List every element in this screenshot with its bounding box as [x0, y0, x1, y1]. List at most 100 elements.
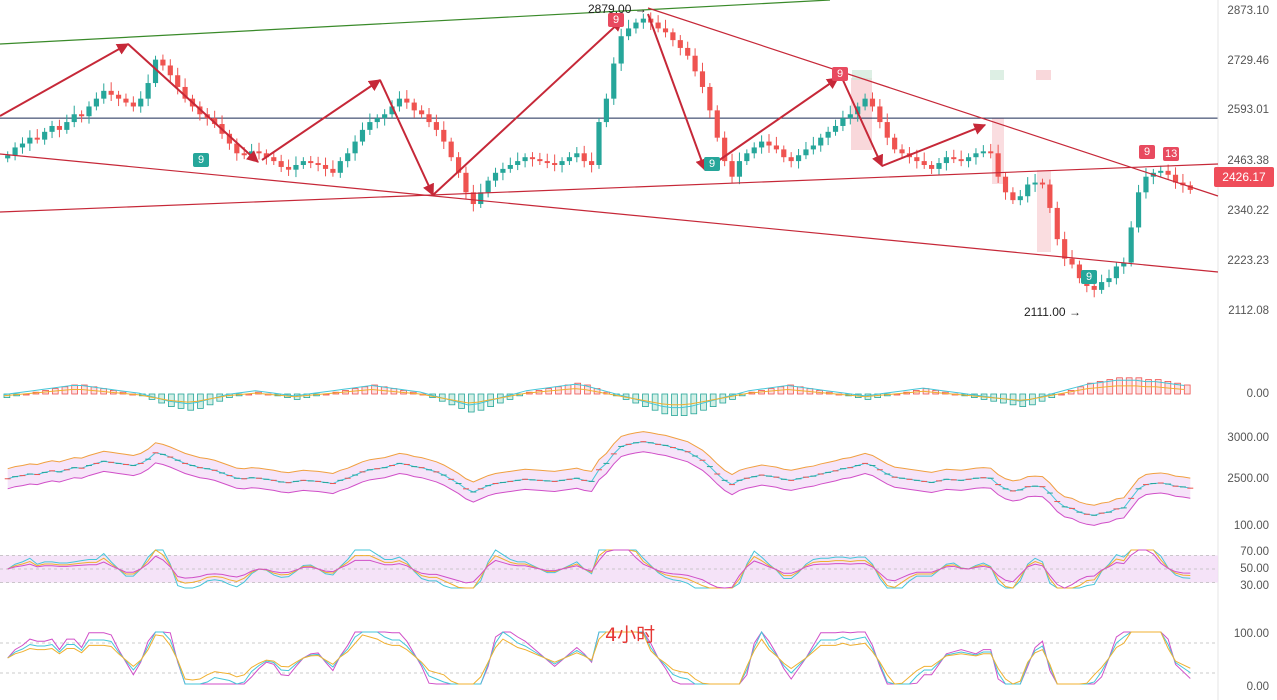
candle-body	[936, 163, 942, 169]
candle-body	[1062, 239, 1068, 259]
candle-body	[152, 59, 159, 84]
kdj-line	[7, 631, 1191, 685]
candle-body	[485, 180, 491, 193]
wave-arrows	[0, 13, 987, 197]
trendline-red	[647, 7, 1219, 197]
candle-body	[825, 131, 831, 138]
candle-body	[234, 143, 240, 154]
price-tick: 2729.46	[1227, 55, 1269, 67]
candle-body	[618, 36, 624, 64]
rsi-line	[7, 549, 1191, 589]
candle-body	[1135, 192, 1142, 228]
rsi-tick: 70.00	[1240, 546, 1269, 558]
candle-body	[374, 118, 380, 123]
td-marker: 9	[193, 153, 209, 167]
candle-body	[722, 137, 728, 162]
candle-body	[256, 151, 262, 154]
candle-body	[19, 143, 26, 148]
candle-body	[1069, 258, 1075, 265]
candle-body	[1017, 196, 1023, 201]
candle-body	[810, 145, 816, 150]
candle-body	[552, 163, 558, 165]
kdj-panel	[0, 630, 1218, 685]
candle-body	[714, 110, 720, 138]
candle-body	[914, 157, 920, 162]
candle-body	[692, 55, 698, 72]
candle-body	[130, 102, 136, 107]
trendline-red	[0, 163, 1219, 213]
candle-body	[500, 168, 506, 173]
wave-arrow	[432, 19, 623, 196]
candle-body	[840, 118, 846, 126]
boll-tick: 2500.00	[1227, 473, 1269, 485]
candle-body	[1054, 207, 1060, 240]
candle-body	[544, 161, 550, 164]
price-tick: 2223.23	[1227, 255, 1269, 267]
candle-body	[1172, 174, 1179, 183]
price-tick: 2340.22	[1227, 205, 1269, 217]
candle-body	[419, 110, 425, 115]
candle-body	[589, 161, 595, 165]
wave-arrow	[704, 77, 839, 171]
candle-body	[322, 165, 329, 169]
candle-body	[625, 28, 632, 37]
candle-body	[773, 145, 779, 150]
candle-body	[1091, 285, 1097, 290]
price-tick: 2112.08	[1228, 305, 1269, 317]
candle-body	[359, 129, 366, 142]
candle-body	[640, 18, 646, 23]
candle-body	[175, 75, 181, 87]
wave-arrow	[841, 77, 883, 168]
candle-body	[862, 98, 868, 107]
candle-body	[64, 122, 70, 130]
td-shade	[1036, 70, 1051, 80]
candle-body	[603, 98, 609, 123]
candle-body	[581, 153, 587, 162]
candle-body	[1165, 170, 1171, 175]
candle-body	[93, 98, 99, 107]
current-price-tag: 2426.17	[1214, 167, 1274, 187]
candle-body	[677, 40, 683, 48]
candle-body	[788, 157, 794, 162]
candle-body	[662, 28, 669, 33]
candle-body	[182, 86, 188, 99]
rsi-tick: 30.00	[1240, 580, 1269, 592]
candle-body	[1025, 184, 1031, 197]
candle-body	[478, 192, 484, 205]
rsi-line	[7, 549, 1191, 589]
candle-body	[574, 153, 580, 158]
candle-body	[685, 47, 691, 56]
kdj-tick: 100.00	[1233, 628, 1269, 640]
td-shade	[1037, 170, 1051, 252]
wave-arrow	[0, 43, 130, 117]
macd-bar	[1183, 384, 1191, 395]
candle-body	[884, 122, 890, 138]
wave-arrow	[127, 43, 259, 163]
trendline-red	[0, 153, 1219, 273]
candle-body	[751, 147, 757, 154]
candle-body	[899, 149, 905, 154]
candle-body	[1039, 182, 1046, 185]
candle-body	[308, 161, 314, 164]
td-shade-zones	[851, 70, 1051, 252]
candle-body	[729, 161, 735, 177]
boll-tick: 3000.00	[1227, 432, 1269, 444]
candle-body	[315, 163, 321, 165]
candle-body	[463, 172, 469, 193]
candle-body	[79, 114, 85, 117]
macd-dea-line	[3, 385, 1185, 406]
candle-body	[522, 157, 528, 162]
candle-body	[145, 83, 151, 99]
candle-body	[515, 161, 521, 165]
wave-arrow	[647, 13, 707, 172]
candle-body	[1047, 184, 1053, 208]
candle-body	[707, 86, 713, 111]
candle-body	[285, 166, 292, 170]
candle-body	[1113, 266, 1119, 279]
price-tick: 2873.10	[1227, 5, 1269, 17]
candle-body	[101, 90, 107, 99]
candle-body	[1099, 282, 1105, 290]
candle-body	[345, 153, 351, 162]
macd-dif-line	[3, 379, 1185, 409]
